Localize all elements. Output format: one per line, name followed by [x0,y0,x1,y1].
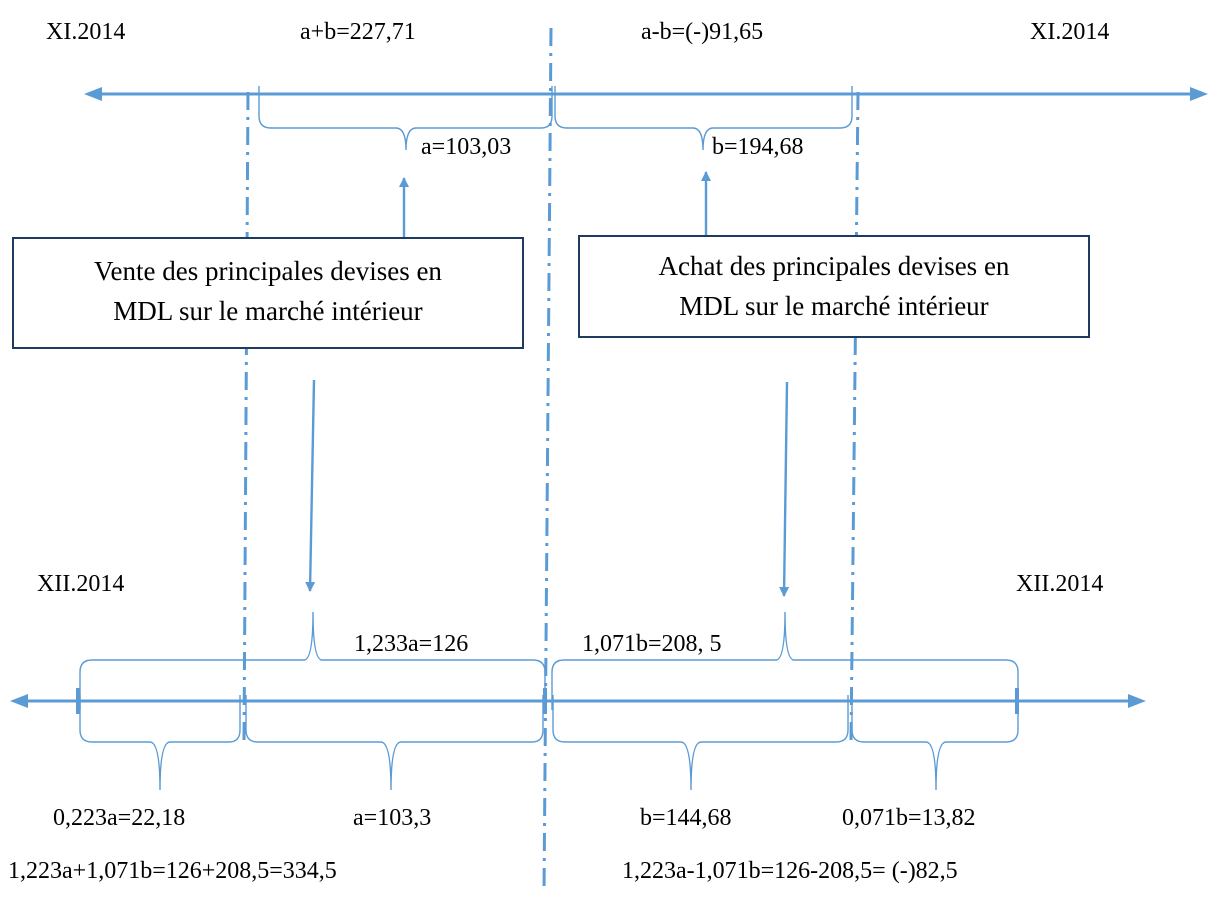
divider-lines [242,27,860,893]
arrow-down-purchase [779,381,790,597]
bottom-sum-formula: 1,223a+1,071b=126+208,5=334,5 [8,858,337,884]
top-right-date: XI.2014 [1030,19,1109,45]
top-brace-a [258,86,553,151]
divider-line-left [242,91,250,741]
divider-line-right [849,91,860,741]
brace-b [552,695,849,791]
top-axis-arrow-left [84,87,102,101]
bottom-labels: XII.2014 XII.2014 1,233a=126 1,071b=208,… [8,571,1103,884]
top-timeline [84,87,1208,101]
bottom-b-increase-label: 0,071b=13,82 [842,805,976,831]
top-left-date: XI.2014 [46,19,125,45]
bottom-right-date: XII.2014 [1016,571,1103,597]
sale-box: Vente des principales devises en MDL sur… [12,237,524,349]
sale-box-frame [12,237,524,349]
top-axis-arrow-right [1190,87,1208,101]
bottom-b-label: b=144,68 [640,805,732,831]
bottom-diff-formula: 1,223a-1,071b=126-208,5= (-)82,5 [622,858,958,884]
brace-a-increase [79,695,241,791]
top-labels: XI.2014 XI.2014 a+b=227,71 a-b=(-)91,65 … [46,19,1109,160]
bottom-upper-braces [79,611,1019,710]
sale-box-line2: MDL sur le marché intérieur [113,296,422,326]
purchase-box-line2: MDL sur le marché intérieur [679,291,988,321]
arrow-down-sale [305,379,316,592]
top-braces [258,86,853,151]
purchase-box-line1: Achat des principales devises en [659,251,1010,281]
bottom-a-label: a=103,3 [353,805,431,831]
bottom-lower-braces [79,695,1019,791]
sale-box-line1: Vente des principales devises en [94,256,442,286]
top-a-label: a=103,03 [421,134,511,160]
brace-b-increase [851,695,1019,791]
bottom-left-date: XII.2014 [37,571,124,597]
bottom-timeline [10,688,1146,714]
bottom-a-increase-label: 0,223a=22,18 [53,805,185,831]
bottom-a-total-label: 1,233a=126 [354,631,468,657]
top-sum-label: a+b=227,71 [300,19,416,45]
purchase-box: Achat des principales devises en MDL sur… [578,235,1090,338]
purchase-box-frame [578,235,1090,338]
bottom-axis-arrow-right [1128,694,1146,708]
brace-b-total [551,611,1019,710]
top-b-label: b=194,68 [712,134,804,160]
divider-line-center [542,27,553,893]
top-diff-label: a-b=(-)91,65 [641,19,763,45]
brace-a [245,695,544,791]
bottom-b-total-label: 1,071b=208, 5 [582,631,722,657]
connector-arrows [305,171,790,597]
brace-a-total [79,611,546,710]
top-brace-b [554,86,853,151]
bottom-axis-arrow-left [10,694,28,708]
